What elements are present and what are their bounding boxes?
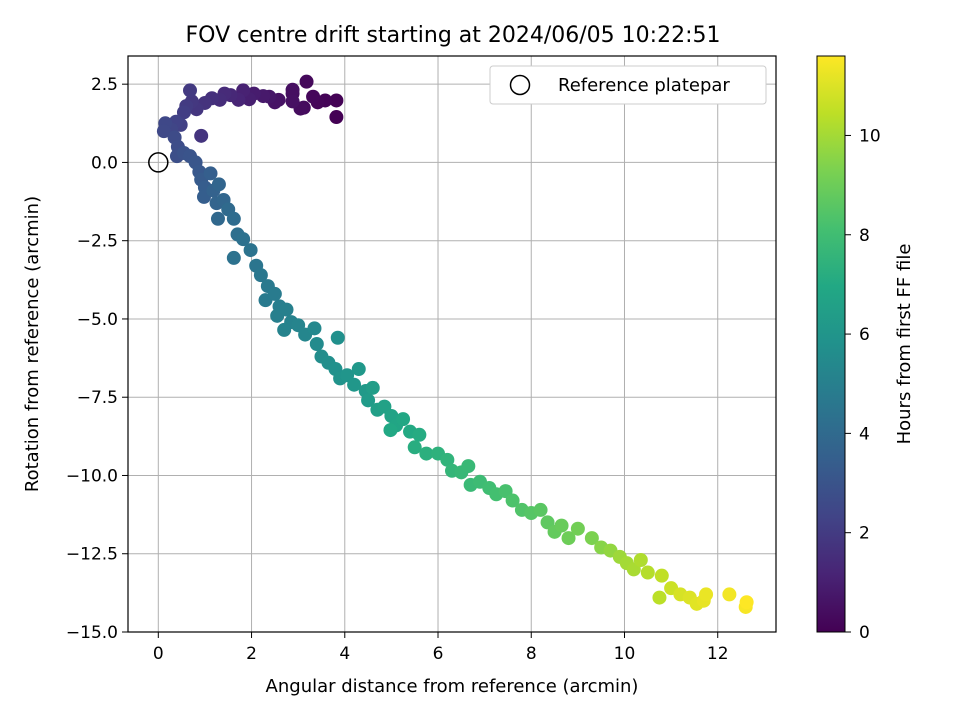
data-point: [203, 166, 218, 181]
x-tick-label: 12: [707, 644, 729, 664]
data-point: [329, 110, 344, 125]
x-tick-label: 0: [153, 644, 164, 664]
data-point: [236, 232, 251, 247]
colorbar-ticks: 0 2 4 6 8 10: [845, 126, 881, 643]
data-point: [419, 446, 434, 461]
data-point: [277, 322, 292, 337]
data-point: [739, 595, 754, 610]
data-point: [183, 83, 198, 98]
x-tick-label: 4: [339, 644, 350, 664]
data-point: [365, 380, 380, 395]
data-point: [440, 452, 455, 467]
data-point: [407, 440, 422, 455]
data-point: [211, 177, 226, 192]
data-point: [267, 286, 282, 301]
y-tick-label: −7.5: [77, 388, 118, 408]
data-point: [285, 94, 300, 109]
data-point: [347, 377, 362, 392]
data-point: [351, 362, 366, 377]
y-tick-label: 2.5: [91, 75, 118, 95]
colorbar-label: Hours from first FF file: [894, 244, 915, 445]
colorbar: [816, 55, 846, 633]
colorbar-tick-label: 6: [859, 325, 870, 345]
data-point: [633, 553, 648, 567]
data-point: [330, 330, 345, 345]
data-point: [654, 568, 669, 583]
y-tick-label: −2.5: [77, 232, 118, 252]
y-tick-label: 0.0: [91, 153, 118, 173]
data-points: [156, 74, 754, 614]
data-point: [309, 337, 324, 351]
data-point: [570, 521, 585, 536]
data-point: [699, 587, 714, 602]
data-point: [156, 124, 171, 139]
data-point: [461, 459, 476, 474]
data-point: [652, 590, 667, 605]
colorbar-tick-label: 8: [859, 226, 870, 246]
data-point: [194, 128, 209, 143]
x-tick-label: 2: [246, 644, 257, 664]
data-point: [383, 423, 398, 438]
legend-reference-icon: [509, 74, 531, 96]
data-point: [505, 493, 520, 508]
x-tick-label: 10: [614, 644, 636, 664]
data-point: [722, 587, 737, 602]
y-tick-label: −15.0: [66, 623, 118, 643]
data-point: [640, 565, 655, 580]
data-point: [299, 74, 314, 89]
data-point: [361, 393, 376, 408]
plot-area-frame: [127, 55, 777, 633]
data-point: [554, 518, 569, 533]
data-point: [279, 302, 294, 317]
x-axis: 0 2 4 6 8 10 12: [153, 632, 729, 664]
data-point: [285, 82, 300, 97]
colorbar-tick-label: 0: [859, 623, 870, 643]
data-point: [396, 412, 411, 427]
x-tick-label: 6: [433, 644, 444, 664]
legend-box: [489, 65, 767, 105]
data-point: [412, 427, 427, 442]
y-axis: 2.5 0.0 −2.5 −5.0 −7.5 −10.0 −12.5 −15.0: [66, 75, 128, 643]
legend-label: Reference platepar: [558, 75, 730, 96]
data-point: [307, 321, 322, 336]
data-point: [226, 211, 241, 226]
data-point: [243, 243, 258, 258]
x-axis-label: Angular distance from reference (arcmin): [266, 676, 639, 697]
y-axis-label: Rotation from reference (arcmin): [22, 196, 43, 492]
x-tick-label: 8: [526, 644, 537, 664]
reference-marker: [148, 152, 169, 173]
data-point: [210, 211, 225, 226]
data-point: [329, 93, 344, 108]
data-point: [226, 250, 241, 265]
chart-title: FOV centre drift starting at 2024/06/05 …: [186, 23, 721, 48]
data-point: [561, 531, 576, 546]
grid-lines: [128, 56, 776, 633]
colorbar-tick-label: 2: [859, 524, 870, 544]
data-point: [533, 502, 548, 517]
y-tick-label: −10.0: [66, 466, 118, 486]
y-tick-label: −5.0: [77, 310, 118, 330]
data-point: [584, 531, 599, 546]
colorbar-tick-label: 4: [859, 424, 870, 444]
y-tick-label: −12.5: [66, 545, 118, 565]
data-point: [176, 105, 191, 120]
legend[interactable]: Reference platepar: [489, 65, 767, 105]
data-point: [306, 89, 321, 104]
data-point: [253, 268, 268, 283]
colorbar-tick-label: 10: [859, 126, 881, 146]
